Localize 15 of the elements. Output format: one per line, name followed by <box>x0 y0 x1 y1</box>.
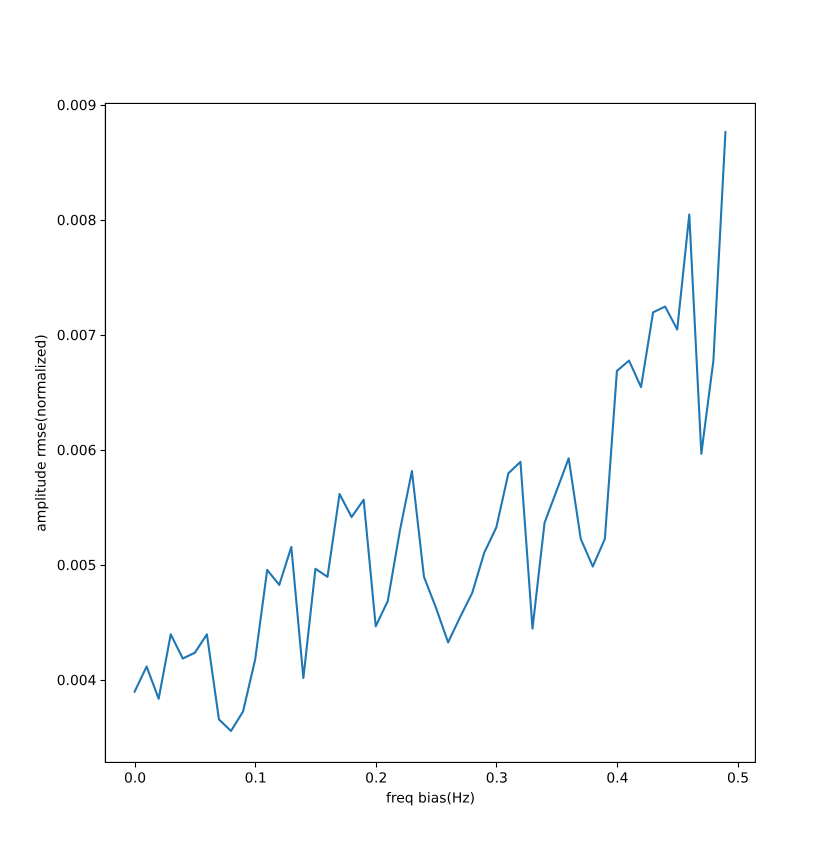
x-tick-label: 0.5 <box>726 770 750 786</box>
x-axis-title: freq bias(Hz) <box>386 790 476 806</box>
y-tick-label: 0.009 <box>56 98 96 114</box>
line-series <box>133 130 727 732</box>
y-tick-label: 0.007 <box>56 328 96 344</box>
y-tick-label: 0.006 <box>56 442 96 459</box>
y-axis-title: amplitude rmse(normalized) <box>34 334 50 532</box>
x-tick-label: 0.3 <box>486 770 508 786</box>
y-tick-label: 0.005 <box>56 558 96 574</box>
x-tick-label: 0.4 <box>606 770 629 786</box>
y-tick-label: 0.004 <box>56 672 97 689</box>
x-tick-label: 0.2 <box>365 770 388 786</box>
y-tick-label: 0.008 <box>56 212 96 229</box>
x-tick-label: 0.0 <box>124 770 146 786</box>
x-tick-label: 0.1 <box>244 770 267 786</box>
